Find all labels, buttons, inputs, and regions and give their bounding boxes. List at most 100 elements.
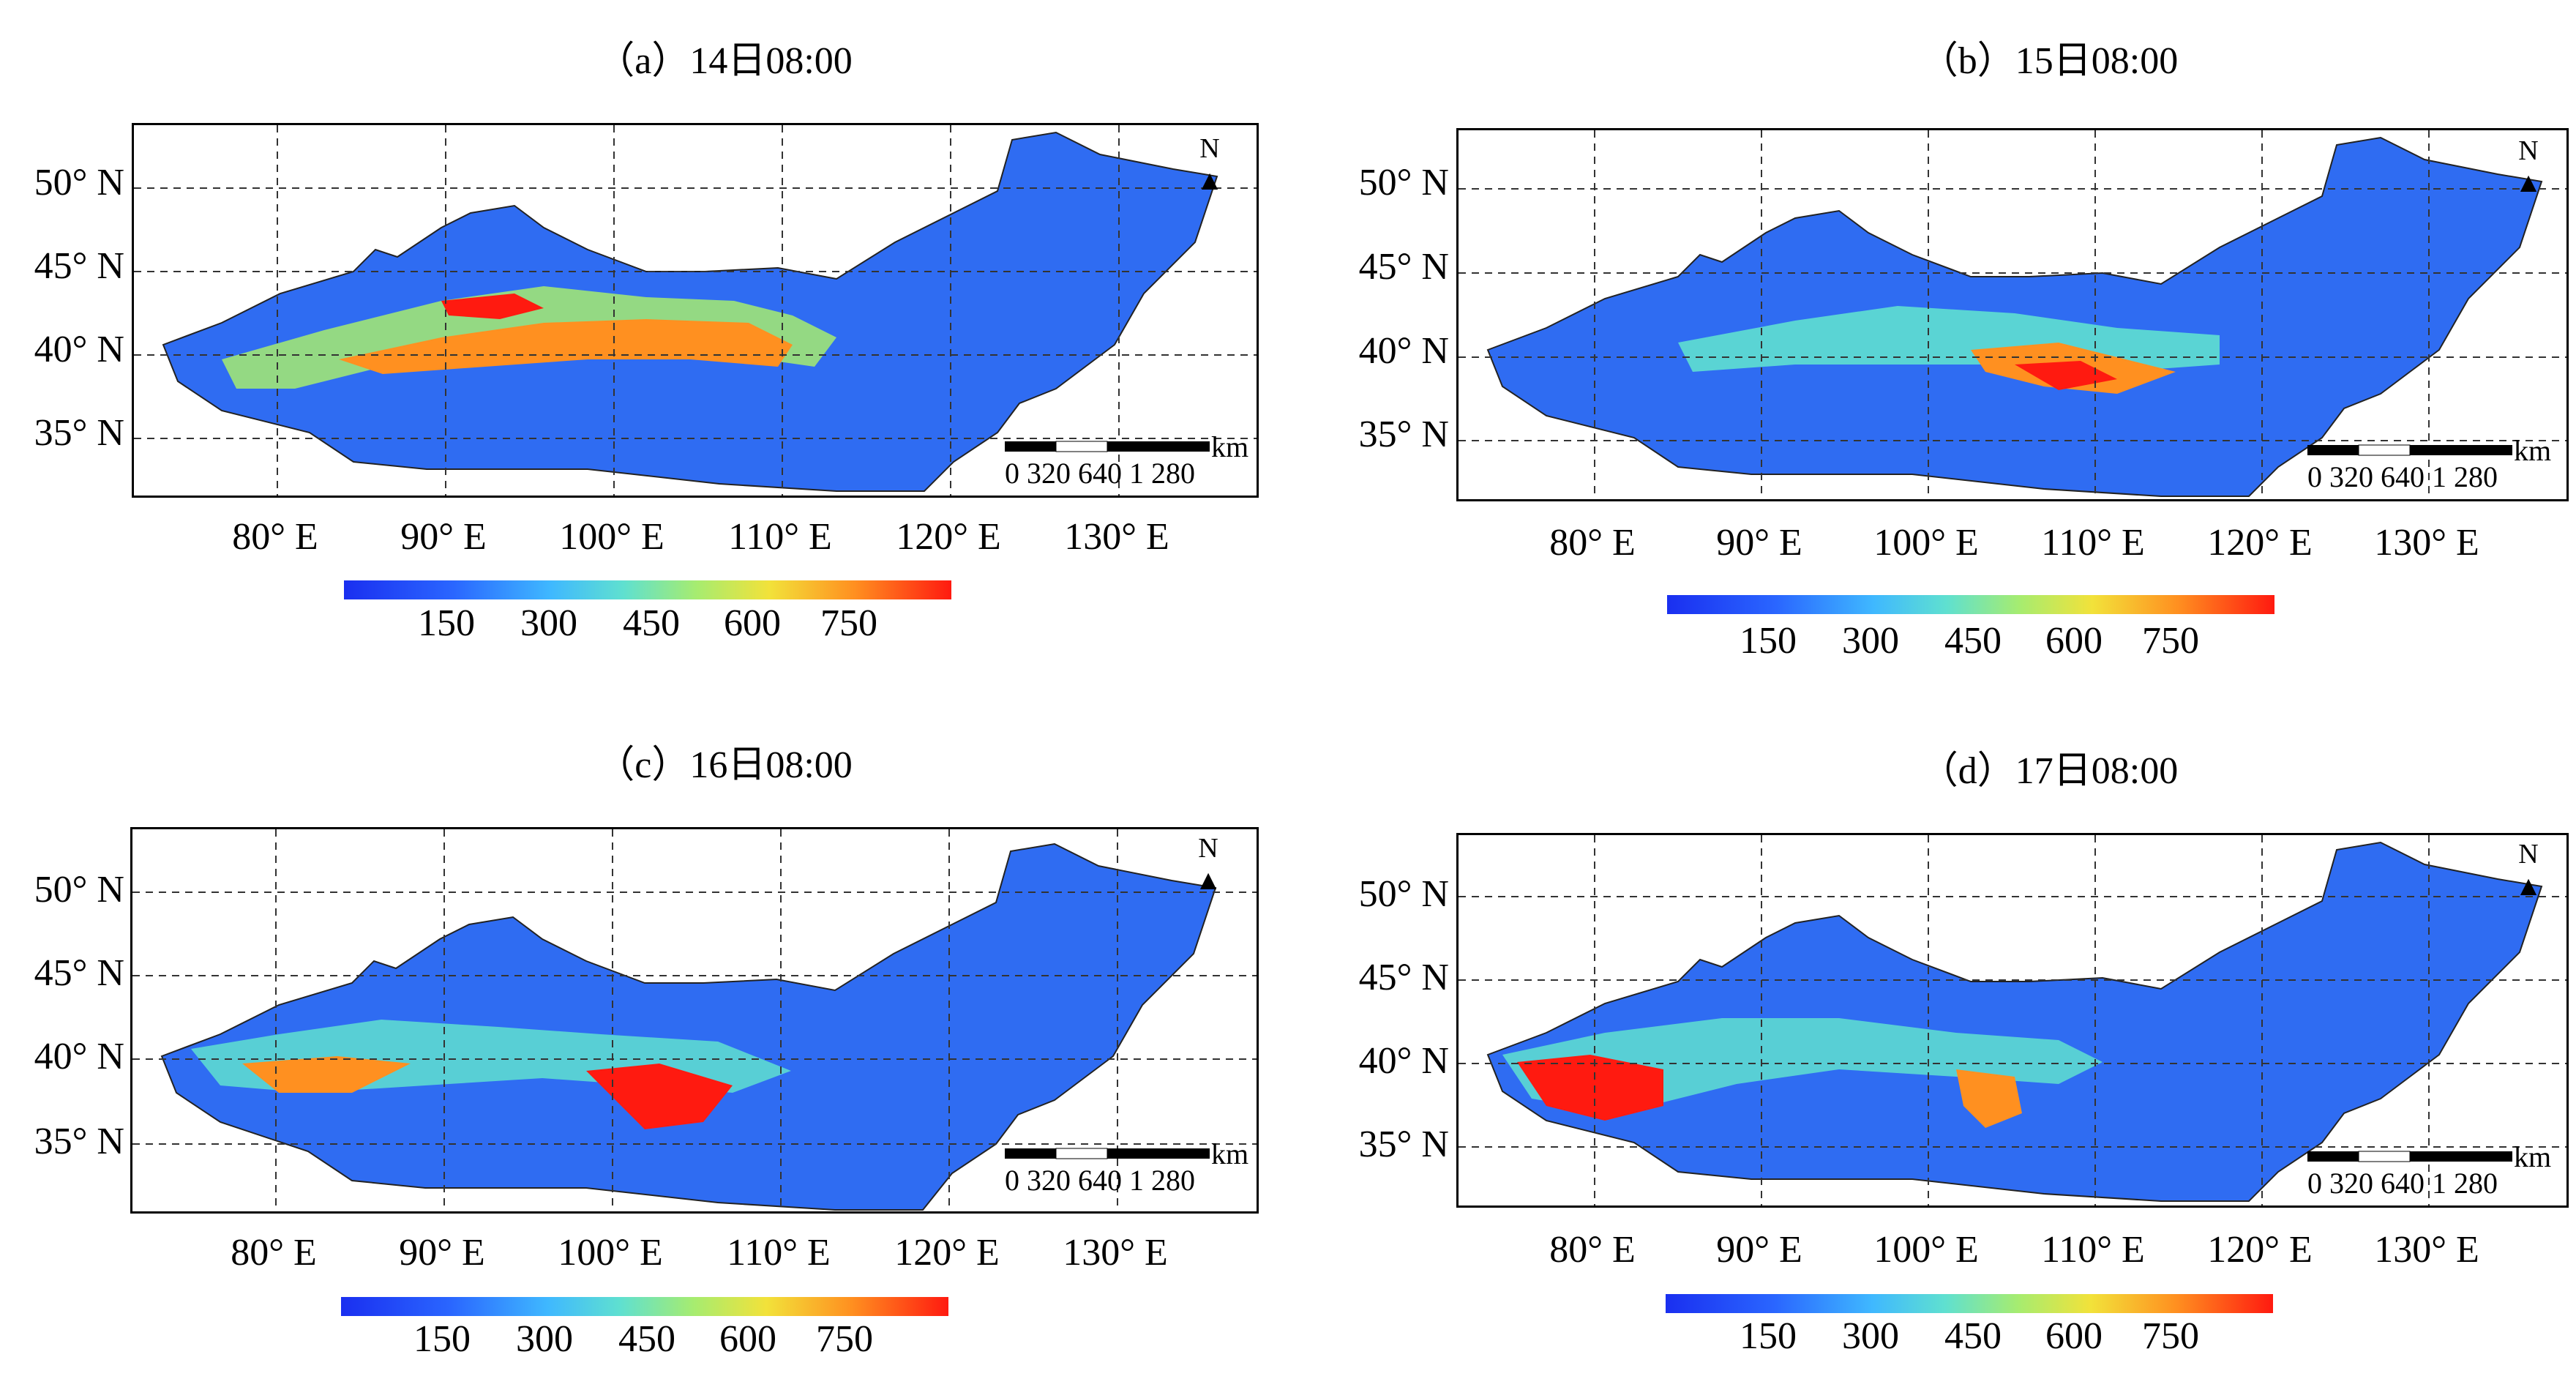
north-arrow: N ▲	[1186, 832, 1230, 897]
lon-label: 110° E	[728, 516, 832, 558]
lon-label: 130° E	[1064, 516, 1169, 558]
north-arrow-icon: ▲	[2515, 871, 2542, 902]
map-frame: N ▲ km 0 320 640 1 280	[132, 123, 1259, 498]
scale-unit: km	[1211, 1137, 1249, 1170]
lat-label: 45° N	[34, 245, 124, 287]
north-label: N	[1199, 133, 1220, 164]
scale-ticks: 0 320 640 1 280	[1005, 457, 1195, 490]
map-canvas	[132, 829, 1257, 1211]
colorbar-tick: 600	[2045, 620, 2103, 662]
north-arrow: N ▲	[1188, 132, 1232, 197]
scalebar: km 0 320 640 1 280	[2307, 434, 2556, 499]
colorbar-tick: 150	[1740, 620, 1797, 662]
scalebar: km 0 320 640 1 280	[2307, 1140, 2556, 1206]
lat-label: 50° N	[1358, 162, 1449, 203]
colorbar-tick: 450	[618, 1318, 675, 1360]
north-label: N	[1198, 833, 1218, 864]
north-arrow-icon: ▲	[1194, 865, 1222, 896]
hot-core	[1517, 1055, 1663, 1121]
colorbar-tick: 300	[1842, 620, 1899, 662]
lon-label: 130° E	[2374, 1229, 2479, 1271]
lon-label: 90° E	[400, 516, 487, 558]
colorbar-tick: 150	[1740, 1315, 1797, 1357]
panel-title: （b）15日08:00	[1920, 40, 2179, 82]
lat-label: 45° N	[1358, 957, 1449, 998]
scale-ticks: 0 320 640 1 280	[2307, 460, 2498, 493]
lat-label: 50° N	[1358, 873, 1449, 915]
colorbar-tick: 600	[724, 602, 781, 644]
scalebar: km 0 320 640 1 280	[1005, 1137, 1248, 1206]
colorbar-tick: 750	[820, 602, 877, 644]
scale-ticks: 0 320 640 1 280	[1005, 1164, 1195, 1197]
lon-label: 130° E	[2374, 522, 2479, 564]
lat-label: 35° N	[34, 412, 124, 454]
scalebar: km 0 320 640 1 280	[1005, 430, 1248, 496]
colorbar-tick: 750	[2142, 620, 2199, 662]
colorbar-tick: 300	[1842, 1315, 1899, 1357]
colorbar-tick: 750	[2142, 1315, 2199, 1357]
lon-label: 80° E	[1549, 522, 1636, 564]
scale-ticks: 0 320 640 1 280	[2307, 1167, 2498, 1200]
gridlines	[1459, 835, 2566, 1206]
map-frame: N ▲ km 0 320 640 1 280	[1456, 128, 2569, 501]
hot-core	[242, 1056, 411, 1093]
lon-label: 110° E	[2041, 1229, 2145, 1271]
lon-label: 120° E	[894, 1232, 1000, 1274]
scale-unit: km	[2514, 434, 2552, 467]
scale-unit: km	[2514, 1140, 2552, 1173]
lon-label: 100° E	[1873, 522, 1979, 564]
colorbar	[1667, 595, 2274, 614]
lon-label: 90° E	[1716, 522, 1802, 564]
hot-core-2	[1956, 1069, 2022, 1128]
colorbar-tick: 450	[1944, 1315, 2002, 1357]
lon-label: 110° E	[2041, 522, 2145, 564]
lon-label: 120° E	[896, 516, 1001, 558]
lon-label: 100° E	[558, 1232, 663, 1274]
north-arrow: N ▲	[2506, 135, 2550, 199]
lat-label: 35° N	[34, 1121, 124, 1162]
region-shape	[1486, 841, 2543, 1202]
lon-label: 130° E	[1063, 1232, 1168, 1274]
hot-core-2	[2015, 361, 2117, 390]
lon-label: 90° E	[1716, 1229, 1802, 1271]
colorbar	[341, 1297, 948, 1316]
lat-label: 35° N	[1358, 1124, 1449, 1165]
lon-label: 100° E	[559, 516, 664, 558]
lon-label: 80° E	[231, 1232, 317, 1274]
colorbar-tick: 150	[413, 1318, 471, 1360]
hot-core-2	[441, 294, 544, 319]
gridlines	[1459, 130, 2566, 499]
region-shape	[160, 842, 1217, 1211]
lat-label: 50° N	[34, 162, 124, 203]
hot-core	[339, 319, 793, 374]
colorbar	[1666, 1294, 2273, 1313]
colorbar-tick: 600	[2045, 1315, 2103, 1357]
lat-label: 40° N	[34, 329, 124, 370]
lon-label: 120° E	[2207, 522, 2313, 564]
map-frame: N ▲ km 0 320 640 1 280	[1456, 833, 2569, 1208]
gridlines	[134, 125, 1257, 496]
hot-core-2	[586, 1064, 733, 1129]
panel-title: （c）16日08:00	[596, 744, 853, 786]
lon-label: 80° E	[232, 516, 318, 558]
lon-label: 110° E	[727, 1232, 831, 1274]
lat-label: 40° N	[34, 1036, 124, 1077]
lon-label: 80° E	[1549, 1229, 1636, 1271]
map-canvas	[1459, 130, 2566, 499]
gridlines	[132, 829, 1257, 1211]
colorbar-tick: 600	[719, 1318, 776, 1360]
north-label: N	[2518, 839, 2539, 870]
panel-title: （a）14日08:00	[596, 40, 853, 82]
lat-label: 50° N	[34, 869, 124, 911]
north-arrow: N ▲	[2506, 838, 2550, 902]
map-frame: N ▲ km 0 320 640 1 280	[130, 827, 1259, 1214]
lat-label: 45° N	[1358, 246, 1449, 288]
colorbar-tick: 450	[1944, 620, 2002, 662]
map-canvas	[134, 125, 1257, 496]
lat-label: 35° N	[1358, 414, 1449, 455]
north-arrow-icon: ▲	[2515, 168, 2542, 198]
lon-label: 90° E	[399, 1232, 485, 1274]
lat-label: 40° N	[1358, 1040, 1449, 1082]
lat-label: 45° N	[34, 952, 124, 994]
north-label: N	[2518, 135, 2539, 166]
